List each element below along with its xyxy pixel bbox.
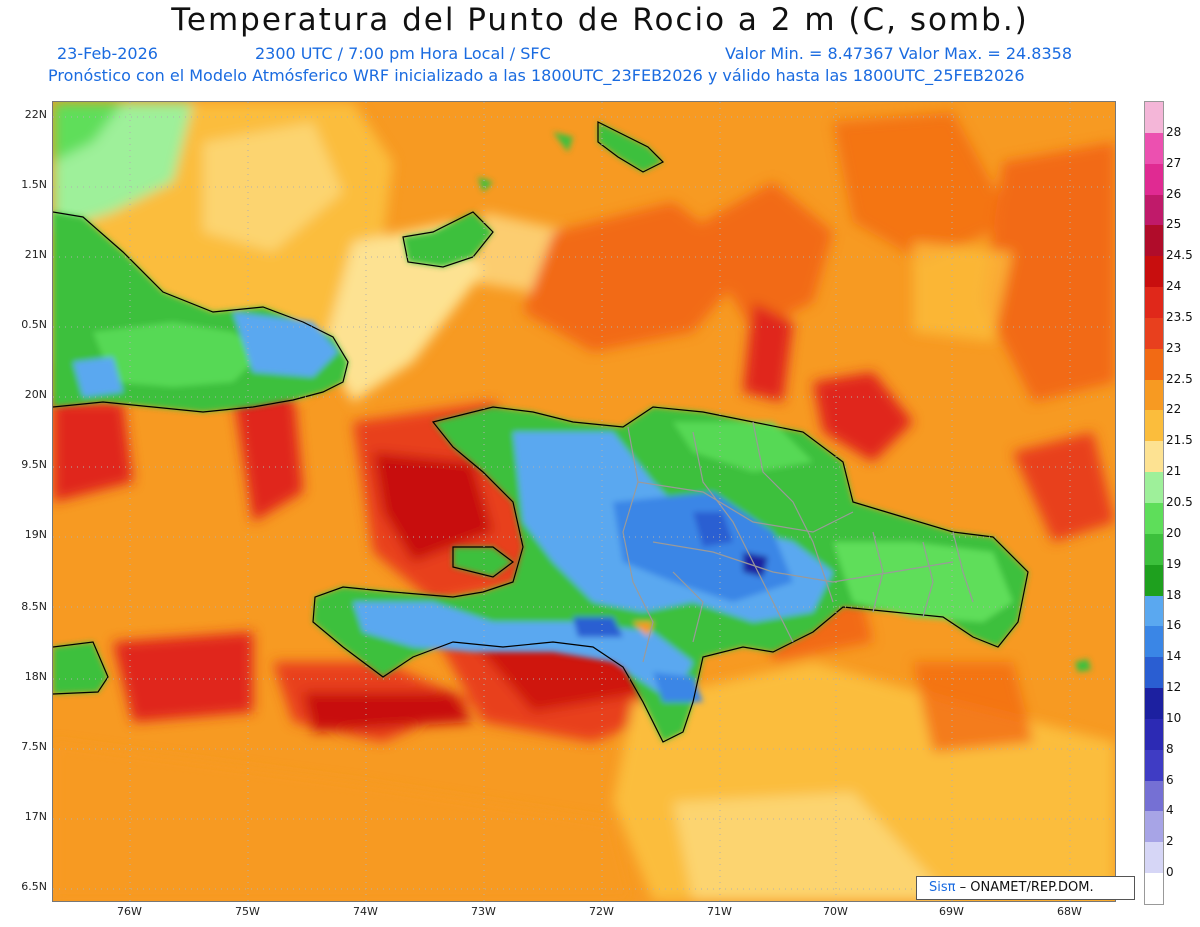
legend-label: 4 [1166,803,1174,818]
legend-swatch [1145,842,1163,874]
legend-label: 8 [1166,741,1174,756]
longitude-label: 75W [235,905,260,918]
land-fields [53,122,1091,742]
legend-swatch [1145,749,1163,782]
legend-label: 20.5 [1166,495,1193,509]
legend-label: 18 [1166,587,1182,602]
legend-label: 24 [1166,279,1182,294]
latitude-label: 8.5N [21,600,47,613]
legend-label: 26 [1166,186,1182,201]
legend-swatch [1145,595,1163,627]
latitude-label: 6.5N [21,880,47,893]
legend-swatch [1145,533,1163,566]
legend-swatch [1145,410,1163,442]
legend-label: 2 [1166,834,1174,849]
longitude-label: 74W [353,905,378,918]
latitude-label: 22N [24,108,47,121]
legend-swatch [1145,102,1163,134]
legend-swatch [1145,132,1163,165]
latitude-label: 1.5N [21,178,47,191]
legend-swatch [1145,811,1163,843]
legend-label: 22 [1166,402,1182,417]
legend-swatch [1145,287,1163,319]
legend-swatch [1145,348,1163,381]
legend-label: 16 [1166,618,1182,633]
legend-label: 10 [1166,710,1182,725]
longitude-label: 70W [823,905,848,918]
province-borders [622,421,974,663]
latitude-label: 19N [24,528,47,541]
map-title: Temperatura del Punto de Rocio a 2 m (C,… [171,2,1029,38]
legend-swatch [1145,688,1163,720]
latitude-label: 7.5N [21,740,47,753]
legend-label: 21 [1166,464,1182,479]
longitude-label: 72W [589,905,614,918]
latitude-label: 17N [24,810,47,823]
legend-swatch [1145,441,1163,473]
longitude-label: 71W [707,905,732,918]
longitude-label: 73W [471,905,496,918]
longitude-label: 68W [1057,905,1082,918]
latitude-label: 18N [24,670,47,683]
legend-swatch [1145,317,1163,350]
longitude-label: 69W [939,905,964,918]
legend-label: 6 [1166,772,1174,787]
coastlines [53,121,1029,743]
legend-swatch [1145,626,1163,658]
legend-label: 12 [1166,680,1182,695]
legend-swatch [1145,379,1163,411]
latitude-label: 0.5N [21,318,47,331]
legend-label: 27 [1166,155,1182,170]
legend-swatch [1145,472,1163,504]
forecast-time: 2300 UTC / 7:00 pm Hora Local / SFC [255,44,551,63]
color-legend [1144,101,1164,905]
legend-swatch [1145,657,1163,689]
credit-text: – ONAMET/REP.DOM. [959,880,1094,895]
legend-label: 22.5 [1166,371,1193,386]
forecast-date: 23-Feb-2026 [57,44,158,63]
legend-swatch [1145,780,1163,812]
legend-swatch [1145,873,1163,905]
legend-label: 23.5 [1166,309,1193,324]
dewpoint-map [52,101,1116,902]
legend-swatch [1145,256,1163,288]
legend-label: 14 [1166,649,1182,664]
legend-label: 0 [1166,865,1174,880]
latitude-label: 21N [24,248,47,261]
sispi-logo: Sisπ [929,880,956,895]
map-canvas [53,102,1115,901]
model-description: Pronóstico con el Modelo Atmósferico WRF… [48,66,1025,85]
legend-swatch [1145,718,1163,751]
legend-swatch [1145,194,1163,226]
min-max-values: Valor Min. = 8.47367 Valor Max. = 24.835… [725,44,1073,63]
legend-label: 25 [1166,217,1182,232]
legend-swatch [1145,503,1163,535]
legend-label: 23 [1166,340,1182,355]
legend-label: 19 [1166,556,1182,571]
legend-label: 24.5 [1166,248,1193,263]
legend-swatch [1145,564,1163,597]
longitude-label: 76W [117,905,142,918]
legend-label: 20 [1166,525,1182,540]
legend-label: 28 [1166,124,1182,139]
latitude-label: 9.5N [21,458,47,471]
legend-swatch [1145,225,1163,257]
latitude-label: 20N [24,388,47,401]
legend-label: 21.5 [1166,433,1193,448]
legend-swatch [1145,163,1163,196]
credit-box: Sisπ – ONAMET/REP.DOM. [916,876,1135,900]
